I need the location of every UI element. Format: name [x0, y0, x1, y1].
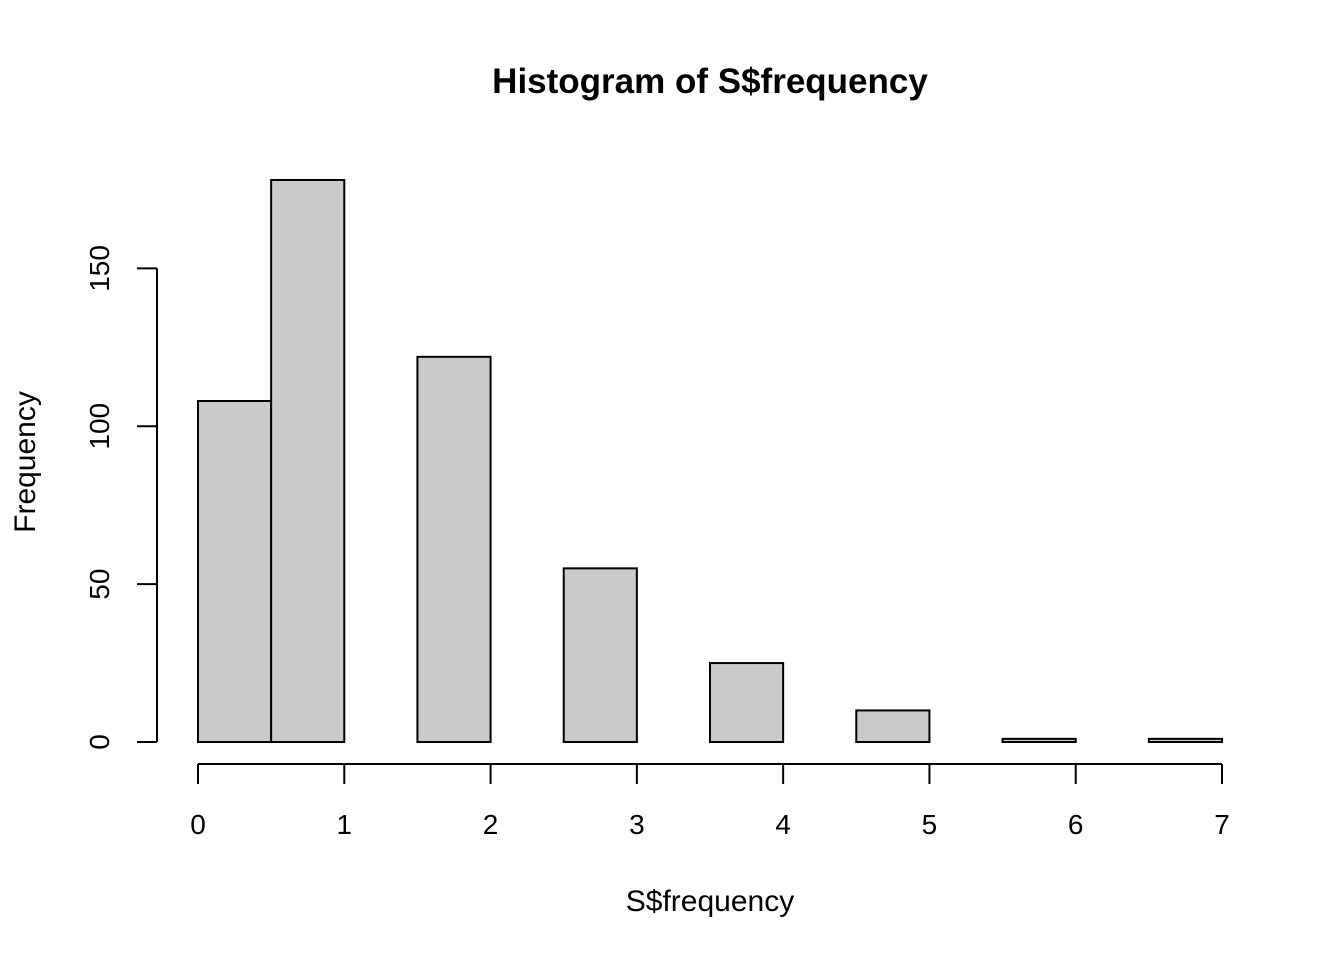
y-axis: 0 50 100 150	[84, 245, 158, 750]
histogram-bar	[270, 179, 346, 743]
x-tick-label: 2	[483, 809, 499, 840]
x-tick-label: 5	[922, 809, 938, 840]
x-tick-label: 0	[190, 809, 206, 840]
histogram-bar	[197, 400, 273, 743]
histogram-bar	[1001, 737, 1077, 744]
y-tick-label: 0	[84, 734, 115, 750]
x-axis: 0 1 2 3 4 5 6 7	[190, 763, 1230, 840]
histogram-bar	[416, 355, 492, 743]
y-tick-label: 150	[84, 245, 115, 292]
x-axis-label: S$frequency	[626, 885, 794, 918]
y-tick-label: 100	[84, 403, 115, 450]
x-tick-label: 7	[1214, 809, 1230, 840]
x-tick-label: 4	[775, 809, 791, 840]
histogram-bar	[709, 662, 785, 744]
y-axis-label: Frequency	[9, 391, 42, 533]
bars-group	[197, 179, 1224, 744]
x-tick-label: 3	[629, 809, 645, 840]
histogram-bar	[562, 567, 638, 744]
histogram-bar	[855, 709, 931, 743]
histogram-bar	[1147, 737, 1224, 744]
chart-title: Histogram of S$frequency	[492, 62, 928, 101]
x-tick-label: 1	[336, 809, 352, 840]
y-tick-label: 50	[84, 569, 115, 600]
x-tick-label: 6	[1068, 809, 1084, 840]
